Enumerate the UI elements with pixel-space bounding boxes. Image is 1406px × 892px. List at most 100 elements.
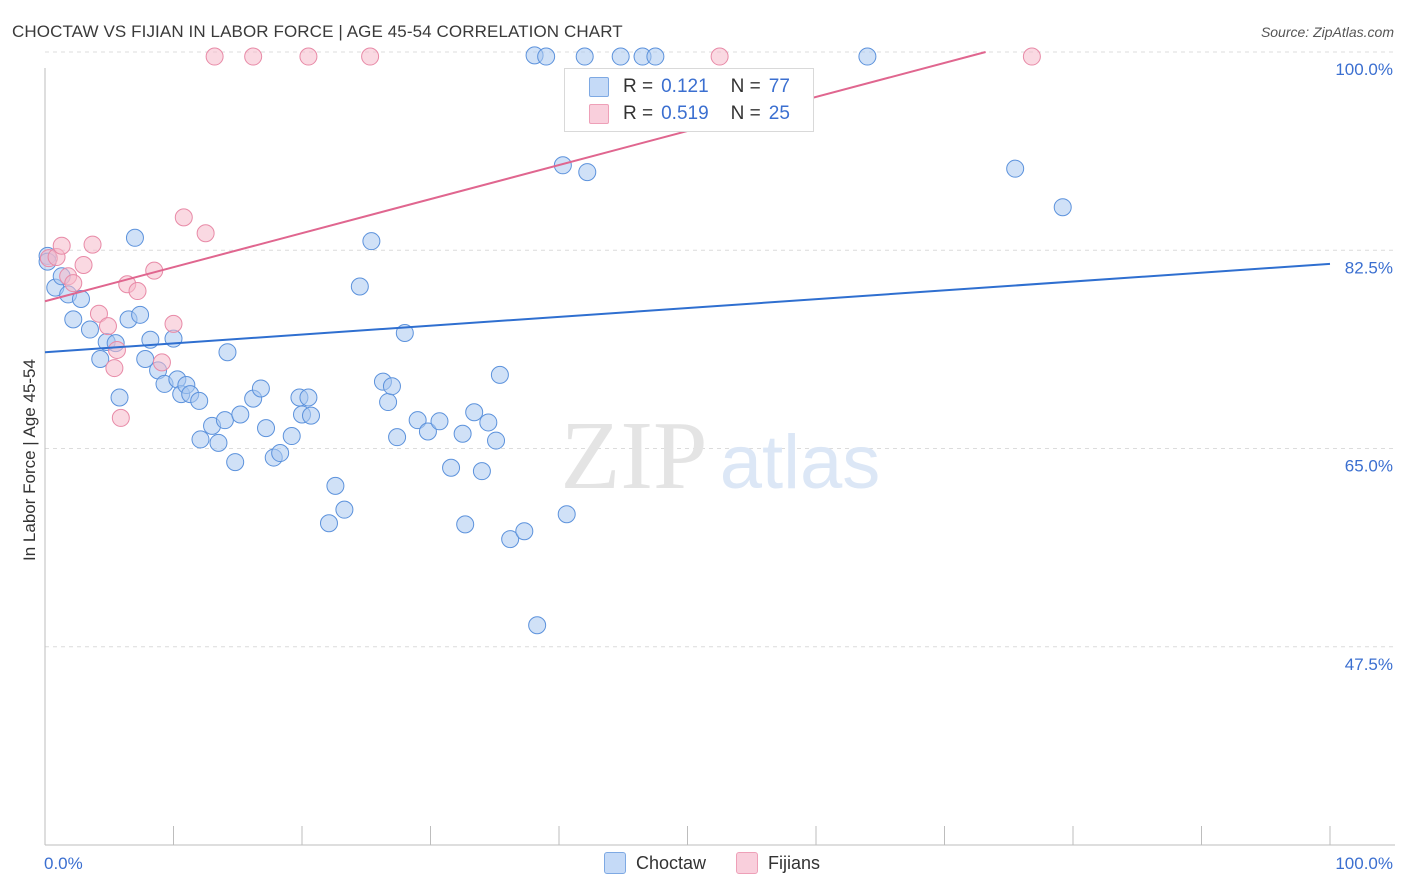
fijians-point [196,224,215,243]
fijians-point [128,282,147,301]
choctaw-point [430,412,449,431]
choctaw-point [301,406,320,425]
choctaw-point [388,428,407,447]
r-value: 0.121 [661,76,709,97]
choctaw-point [379,393,398,412]
choctaw-point [418,422,437,441]
chart-title: CHOCTAW VS FIJIAN IN LABOR FORCE | AGE 4… [12,22,623,41]
fijians-legend-swatch [736,852,759,874]
choctaw-point [1053,198,1072,217]
choctaw-point [453,424,472,443]
choctaw-point [190,391,209,410]
fijians-point [299,47,318,66]
fijians-point [164,314,183,333]
legend-item-fijians[interactable]: Fijians [736,852,820,874]
series-legend: Choctaw Fijians [604,852,850,874]
choctaw-point [578,163,597,182]
r-value: 0.519 [661,103,709,124]
fijians-point [174,208,193,227]
stats-legend: R = 0.121 N = 77 R = 0.519 N = 25 [564,68,814,132]
watermark-atlas: atlas [720,420,881,505]
choctaw-point [231,405,250,424]
choctaw-point [408,411,427,430]
series-fijians [39,47,1041,427]
choctaw-point [226,453,245,472]
fijians-swatch [589,104,609,124]
fijians-point [205,47,224,66]
choctaw-point [611,47,630,66]
choctaw-point [858,47,877,66]
n-label: N = [730,76,761,97]
stats-row-choctaw: R = 0.121 N = 77 [589,75,790,99]
choctaw-point [215,411,234,430]
y-tick-label: 47.5% [1345,655,1393,674]
fijians-point [83,235,102,254]
choctaw-point [479,413,498,432]
choctaw-point [80,320,99,339]
choctaw-point [125,228,144,247]
choctaw-point [537,47,556,66]
choctaw-point [350,277,369,296]
fijians-point [361,47,380,66]
choctaw-point [465,403,484,422]
choctaw-point [251,379,270,398]
choctaw-swatch [589,77,609,97]
fijians-point [107,340,126,359]
choctaw-legend-swatch [604,852,626,874]
choctaw-point [71,289,90,308]
choctaw-point [271,444,290,463]
choctaw-point [490,365,509,384]
choctaw-point [1006,159,1025,178]
fijians-point [64,274,83,293]
choctaw-point [528,616,547,635]
fijians-point [98,317,117,336]
y-tick-label: 65.0% [1345,457,1393,476]
choctaw-point [442,458,461,477]
y-tick-label: 82.5% [1345,258,1393,277]
choctaw-point [362,232,381,251]
n-value: 77 [768,76,790,97]
x-tick-label: 0.0% [44,854,83,873]
choctaw-point [575,47,594,66]
choctaw-point [64,310,83,329]
fijians-point [105,359,124,378]
n-label: N = [730,103,761,124]
choctaw-point [515,522,534,541]
choctaw-point [319,514,338,533]
watermark-zip: ZIP [561,402,708,510]
fijians-point [244,47,263,66]
fijians-point [74,255,93,274]
choctaw-point [282,427,301,446]
fijians-point [111,408,130,427]
choctaw-point [487,431,506,450]
legend-label-choctaw: Choctaw [636,852,707,873]
fijians-point [89,304,108,323]
choctaw-point [456,515,475,534]
choctaw-point [299,388,318,407]
choctaw-point [501,530,520,549]
series-choctaw [38,46,1072,635]
fijians-point [52,236,71,255]
source-label: Source: ZipAtlas.com [1260,24,1394,40]
stats-row-fijians: R = 0.519 N = 25 [589,102,790,126]
choctaw-point [472,462,491,481]
choctaw-point [110,388,129,407]
choctaw-point [326,476,345,495]
r-label: R = [623,76,654,97]
x-tick-label: 100.0% [1335,854,1393,873]
legend-label-fijians: Fijians [768,852,821,873]
choctaw-point [557,505,576,524]
choctaw-point [646,47,665,66]
fijians-point [1022,47,1041,66]
n-value: 25 [768,103,790,124]
choctaw-point [382,377,401,396]
choctaw-point [209,433,228,452]
choctaw-point [335,500,354,519]
choctaw-point [191,430,210,449]
choctaw-point [218,343,237,362]
y-tick-label: 100.0% [1335,60,1393,79]
fijians-point [152,353,171,372]
legend-item-choctaw[interactable]: Choctaw [604,852,706,874]
fijians-point [710,47,729,66]
